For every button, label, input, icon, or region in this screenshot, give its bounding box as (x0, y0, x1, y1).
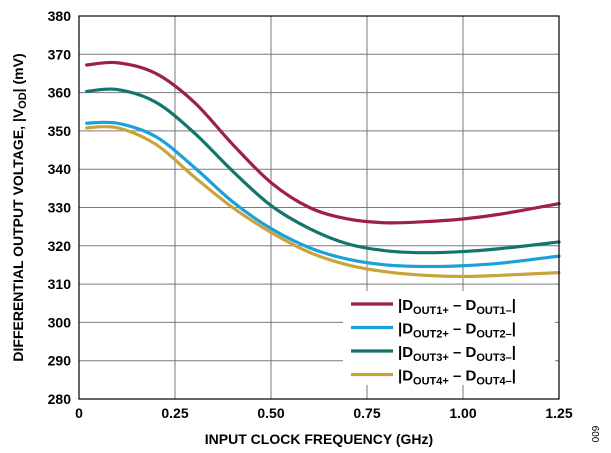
plot-frame (78, 15, 560, 400)
y-tick-label: 340 (48, 161, 72, 177)
x-tick-label: 0.75 (353, 405, 380, 421)
series-line-2 (85, 120, 561, 269)
x-axis-title: INPUT CLOCK FREQUENCY (GHz) (205, 431, 433, 447)
legend-label-4: |DOUT4+ – DOUT4–| (398, 368, 516, 388)
y-tick-label: 280 (48, 391, 72, 407)
y-tick-labels: 280 290 300 310 320 330 340 350 360 370 380 (48, 8, 72, 407)
y-tick-label: 350 (48, 123, 72, 139)
legend-label-3: |DOUT3+ – DOUT3–| (398, 344, 516, 364)
legend: |DOUT1+ – DOUT1–| |DOUT2+ – DOUT2–| |DOUT3… (343, 291, 555, 388)
x-tick-label: 1.25 (545, 405, 572, 421)
y-tick-label: 380 (48, 8, 72, 24)
y-axis-title-main: DIFFERENTIAL OUTPUT VOLTAGE, |V (10, 108, 26, 361)
y-axis-title-unit: | (mV) (10, 53, 26, 92)
series-line-1 (85, 60, 561, 225)
y-tick-label: 290 (48, 353, 72, 369)
x-tick-labels: 0 0.25 0.50 0.75 1.00 1.25 (75, 405, 573, 421)
y-tick-label: 360 (48, 85, 72, 101)
legend-background (343, 291, 555, 385)
legend-label-2: |DOUT2+ – DOUT2–| (398, 321, 516, 341)
legend-label-1: |DOUT1+ – DOUT1–| (398, 297, 516, 317)
series-group (85, 60, 561, 279)
grid-lines (79, 16, 559, 399)
y-tick-label: 330 (48, 200, 72, 216)
y-axis-title-subscript: OD (17, 92, 29, 109)
y-tick-label: 300 (48, 314, 72, 330)
x-tick-label: 0.50 (257, 405, 284, 421)
series-line-4 (85, 125, 561, 279)
y-axis-title: DIFFERENTIAL OUTPUT VOLTAGE, |VOD| (mV) (10, 53, 29, 361)
y-tick-label: 370 (48, 46, 72, 62)
x-tick-label: 0 (75, 405, 83, 421)
x-tick-label: 1.00 (449, 405, 476, 421)
y-tick-label: 320 (48, 238, 72, 254)
series-line-3 (85, 87, 561, 255)
x-tick-label: 0.25 (161, 405, 188, 421)
y-tick-label: 310 (48, 276, 72, 292)
figure-number: 009 (591, 425, 602, 442)
